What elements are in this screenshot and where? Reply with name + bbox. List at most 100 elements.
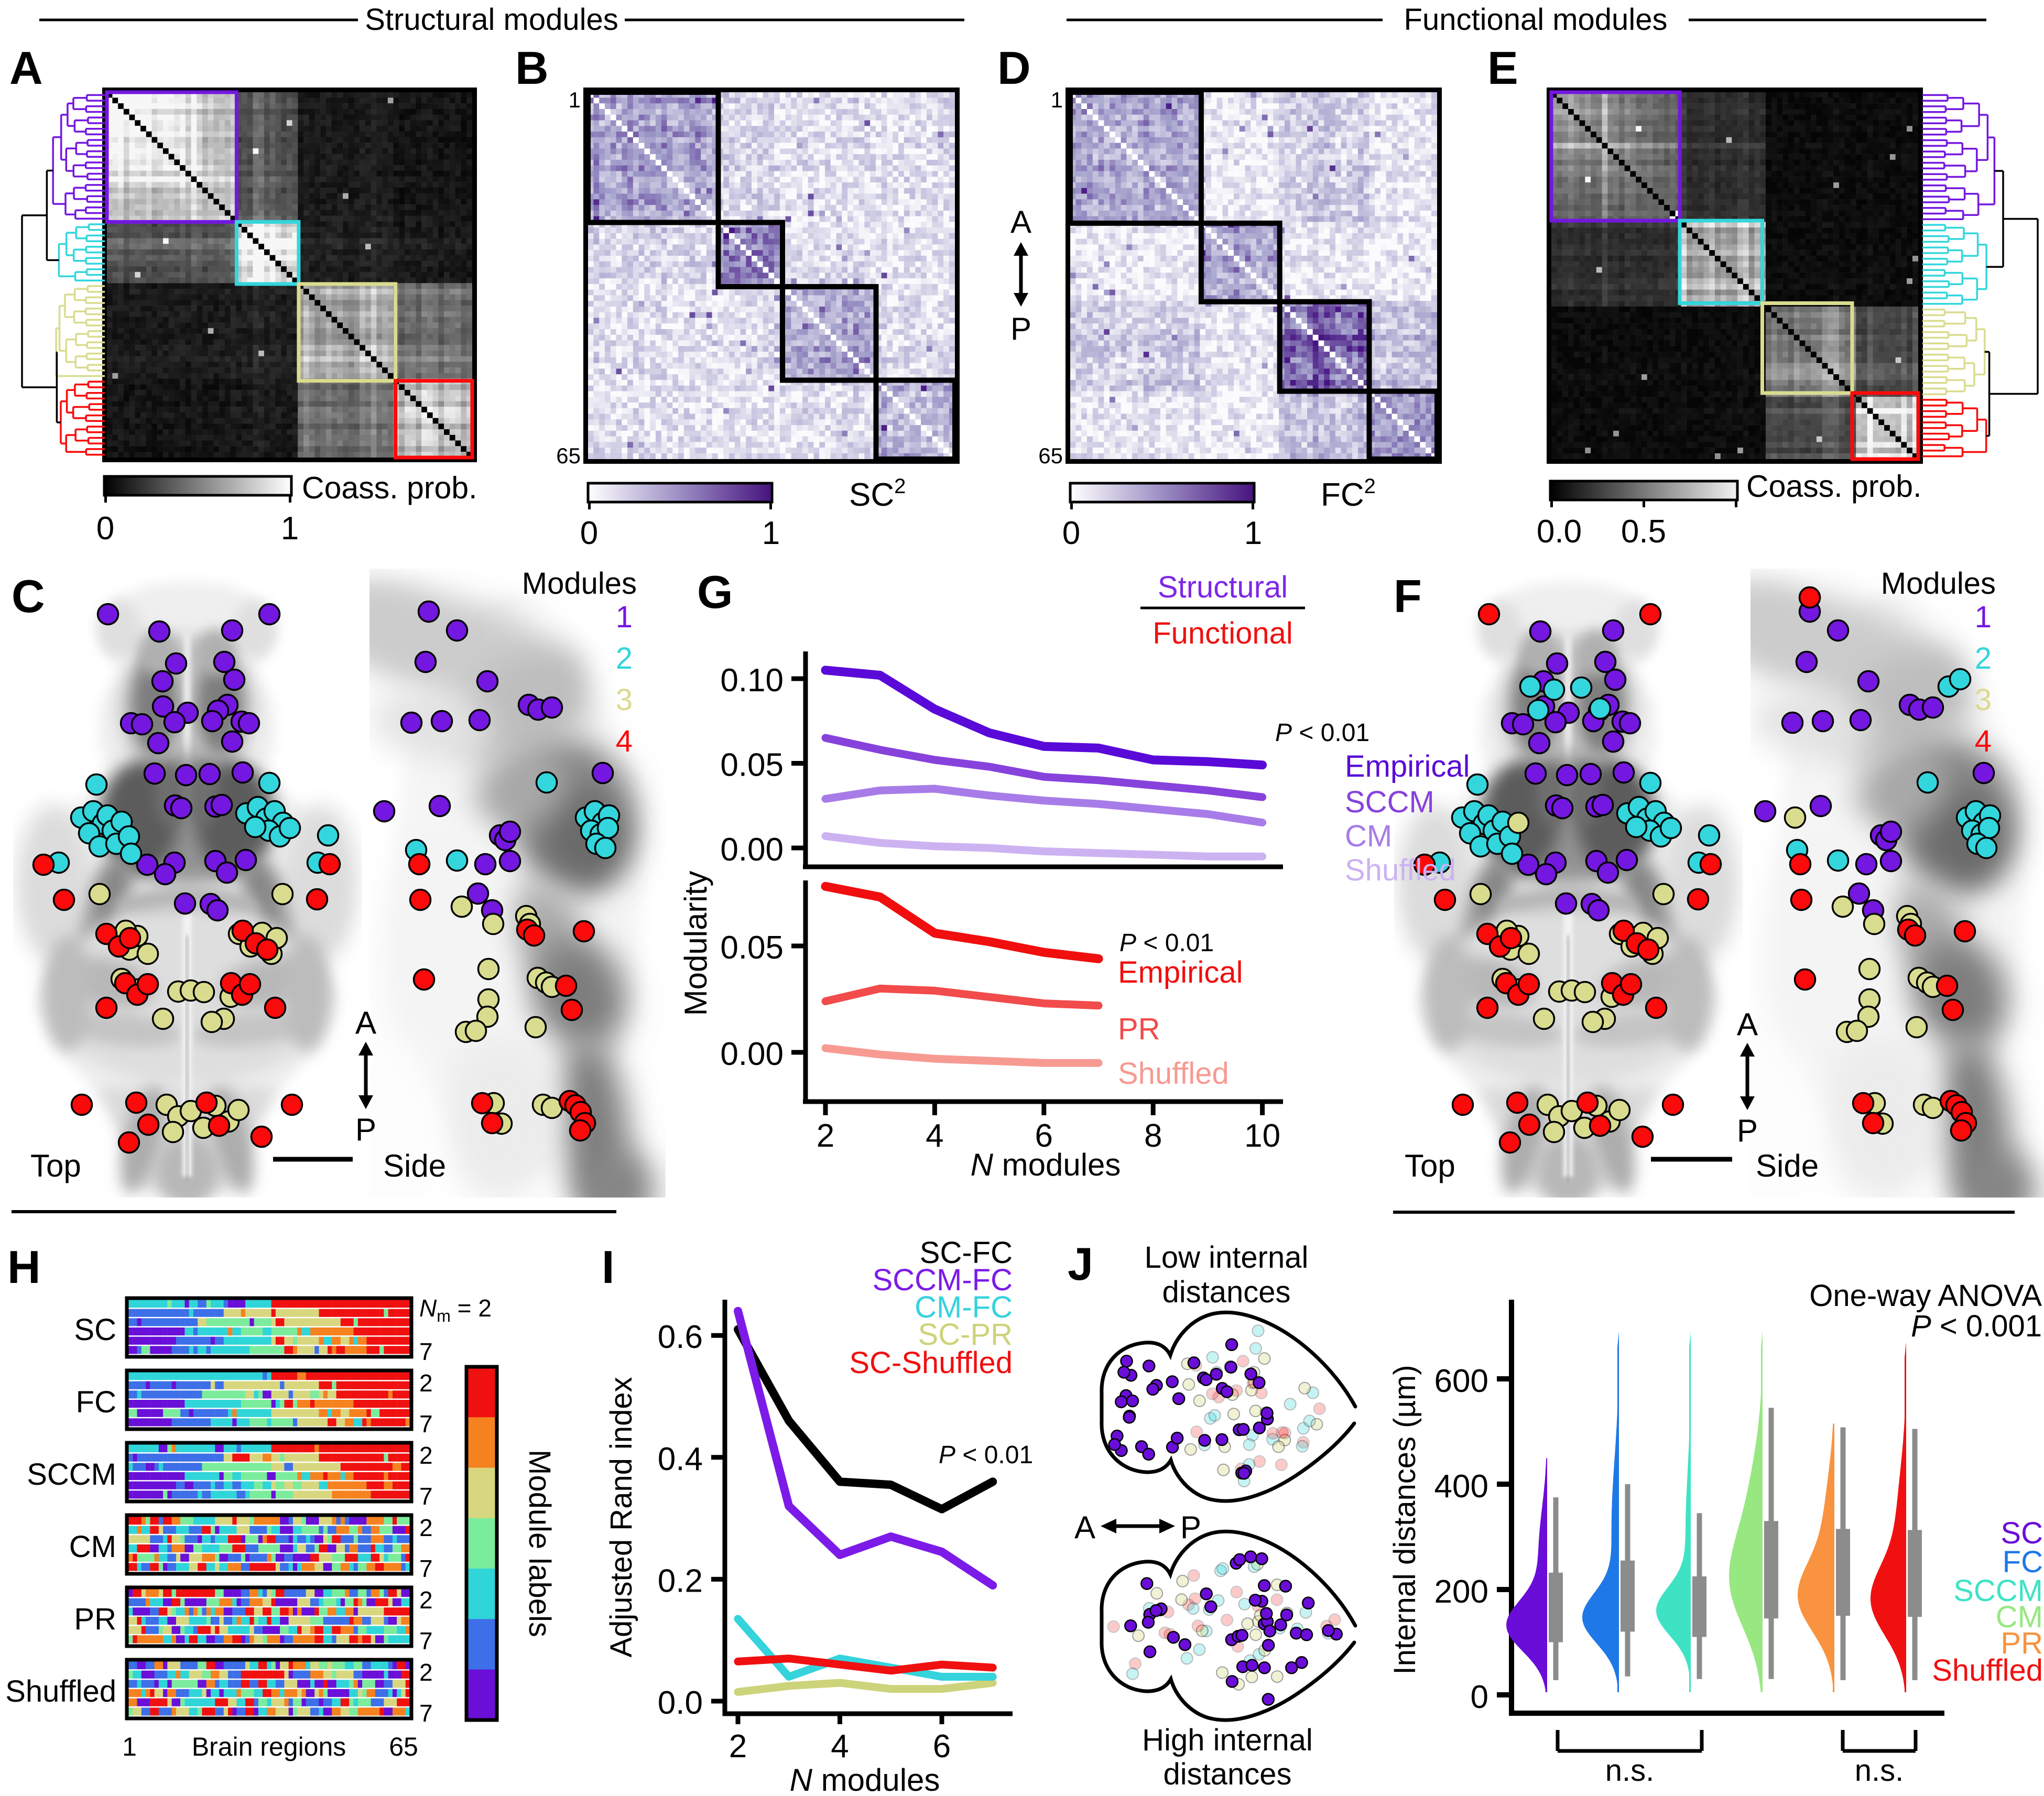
- svg-text:2: 2: [419, 1659, 433, 1686]
- svg-text:4: 4: [926, 1118, 943, 1154]
- svg-text:High internal: High internal: [1142, 1723, 1313, 1757]
- svg-text:N modules: N modules: [971, 1147, 1121, 1182]
- svg-text:2: 2: [729, 1728, 747, 1765]
- svg-text:0.00: 0.00: [720, 832, 784, 868]
- svg-text:Brain regions: Brain regions: [192, 1732, 346, 1761]
- svg-text:Empirical: Empirical: [1118, 955, 1243, 989]
- svg-text:Shuffled: Shuffled: [5, 1674, 116, 1708]
- svg-text:0.00: 0.00: [720, 1036, 784, 1072]
- svg-text:Functional modules: Functional modules: [1404, 3, 1668, 37]
- svg-text:P < 0.001: P < 0.001: [1911, 1309, 2042, 1343]
- svg-text:Coass. prob.: Coass. prob.: [302, 471, 477, 505]
- svg-text:P < 0.01: P < 0.01: [1275, 719, 1369, 747]
- svg-text:2: 2: [419, 1514, 433, 1541]
- svg-text:4: 4: [616, 724, 633, 758]
- svg-text:7: 7: [419, 1627, 433, 1655]
- svg-text:N modules: N modules: [790, 1762, 940, 1796]
- svg-text:Empirical: Empirical: [1345, 749, 1470, 783]
- svg-text:Structural: Structural: [1158, 570, 1288, 604]
- svg-text:0.2: 0.2: [658, 1563, 703, 1599]
- svg-text:Modularity: Modularity: [678, 871, 713, 1016]
- svg-text:65: 65: [389, 1732, 418, 1761]
- svg-text:0.5: 0.5: [1621, 514, 1666, 550]
- svg-text:2: 2: [419, 1369, 433, 1397]
- svg-text:3: 3: [1975, 683, 1992, 717]
- svg-text:SC2: SC2: [849, 475, 906, 513]
- svg-text:10: 10: [1244, 1118, 1280, 1154]
- svg-text:Coass. prob.: Coass. prob.: [1746, 469, 1922, 504]
- svg-text:CM: CM: [1996, 1600, 2043, 1634]
- svg-text:n.s.: n.s.: [1605, 1754, 1655, 1788]
- svg-text:1: 1: [616, 600, 633, 634]
- svg-text:E: E: [1487, 42, 1518, 94]
- svg-text:P < 0.01: P < 0.01: [1119, 929, 1214, 957]
- svg-text:600: 600: [1434, 1363, 1488, 1399]
- svg-text:Shuffled: Shuffled: [1345, 853, 1456, 887]
- svg-text:2: 2: [419, 1442, 433, 1469]
- svg-text:F: F: [1394, 570, 1422, 622]
- svg-text:SCCM: SCCM: [1953, 1574, 2043, 1608]
- svg-text:7: 7: [419, 1338, 433, 1365]
- svg-text:SC-FC: SC-FC: [920, 1236, 1013, 1270]
- svg-text:1: 1: [281, 510, 299, 547]
- svg-text:0.05: 0.05: [720, 747, 784, 783]
- svg-text:2: 2: [419, 1586, 433, 1614]
- svg-text:B: B: [515, 42, 549, 94]
- svg-text:CM: CM: [1345, 819, 1392, 853]
- svg-text:0.0: 0.0: [658, 1685, 703, 1721]
- svg-text:2: 2: [817, 1118, 834, 1154]
- svg-text:0.0: 0.0: [1537, 514, 1582, 550]
- svg-text:7: 7: [419, 1700, 433, 1727]
- svg-text:n.s.: n.s.: [1855, 1754, 1904, 1788]
- svg-text:PR: PR: [1118, 1012, 1160, 1046]
- svg-text:Side: Side: [1756, 1148, 1819, 1183]
- svg-text:Top: Top: [1405, 1148, 1455, 1183]
- svg-text:G: G: [697, 566, 733, 618]
- svg-text:Modules: Modules: [1881, 567, 1996, 601]
- svg-text:4: 4: [831, 1728, 849, 1765]
- svg-text:1: 1: [1244, 515, 1262, 551]
- svg-text:PR: PR: [74, 1602, 116, 1636]
- svg-text:distances: distances: [1162, 1275, 1290, 1309]
- svg-text:P: P: [355, 1112, 376, 1147]
- svg-text:7: 7: [419, 1483, 433, 1510]
- svg-text:65: 65: [1038, 443, 1063, 468]
- svg-text:A: A: [1737, 1007, 1758, 1042]
- svg-text:SCCM: SCCM: [27, 1457, 116, 1492]
- svg-text:Structural modules: Structural modules: [365, 3, 618, 37]
- svg-text:2: 2: [1975, 641, 1992, 676]
- svg-text:Module labels: Module labels: [523, 1450, 557, 1637]
- svg-text:SC: SC: [2000, 1516, 2043, 1550]
- svg-text:distances: distances: [1163, 1757, 1291, 1791]
- svg-text:P: P: [1737, 1113, 1758, 1148]
- svg-text:Low internal: Low internal: [1145, 1240, 1309, 1275]
- svg-text:FC2: FC2: [1321, 475, 1376, 513]
- svg-text:SC-Shuffled: SC-Shuffled: [849, 1346, 1013, 1380]
- svg-text:Adjusted Rand index: Adjusted Rand index: [604, 1377, 638, 1657]
- svg-text:0.10: 0.10: [720, 662, 784, 699]
- svg-text:200: 200: [1434, 1574, 1488, 1610]
- svg-text:0: 0: [1062, 515, 1080, 551]
- svg-text:8: 8: [1144, 1118, 1162, 1154]
- svg-text:0.6: 0.6: [658, 1319, 703, 1355]
- svg-text:A: A: [9, 42, 43, 94]
- svg-text:FC: FC: [2003, 1545, 2043, 1579]
- svg-text:A: A: [1074, 1510, 1095, 1545]
- svg-text:P: P: [1010, 311, 1031, 346]
- svg-text:1: 1: [122, 1732, 137, 1761]
- svg-text:Modules: Modules: [522, 567, 637, 601]
- svg-text:1: 1: [1051, 88, 1063, 112]
- svg-text:A: A: [1010, 204, 1031, 240]
- svg-text:CM: CM: [69, 1530, 116, 1564]
- svg-text:Top: Top: [30, 1148, 81, 1183]
- svg-text:4: 4: [1975, 724, 1992, 758]
- svg-text:400: 400: [1434, 1468, 1488, 1505]
- svg-text:A: A: [1737, 1007, 1758, 1042]
- svg-text:65: 65: [556, 443, 581, 468]
- svg-text:I: I: [602, 1241, 614, 1293]
- svg-text:P: P: [1180, 1510, 1201, 1545]
- svg-text:J: J: [1068, 1238, 1093, 1290]
- svg-text:Nm = 2: Nm = 2: [419, 1294, 492, 1325]
- svg-text:1: 1: [569, 88, 581, 112]
- svg-text:1: 1: [1975, 600, 1992, 634]
